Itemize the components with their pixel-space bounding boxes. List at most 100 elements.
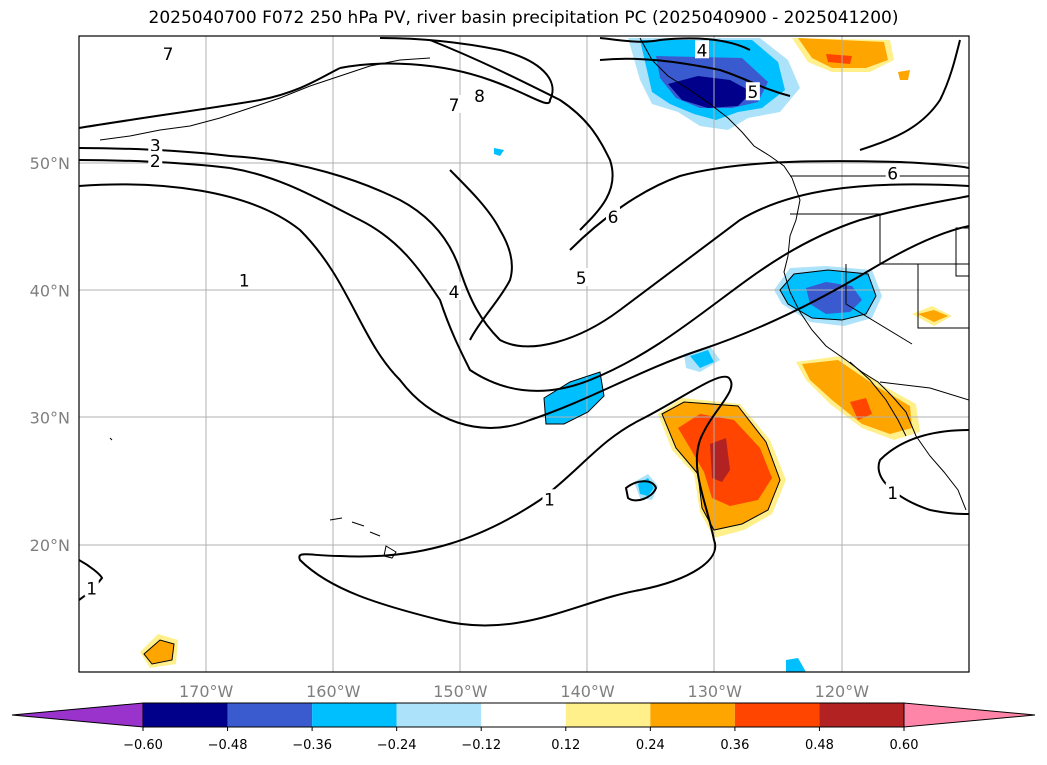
contour-label: 6 — [887, 165, 898, 185]
contour-label-halo — [447, 94, 462, 113]
colorbar-tick-label: 0.36 — [720, 738, 749, 753]
colorbar-tick-label: 0.60 — [890, 738, 919, 753]
contour-label-halo — [84, 578, 99, 597]
lon-tick-label: 130°W — [688, 682, 743, 701]
contour-label: 6 — [608, 208, 619, 228]
contour-label: 2 — [150, 152, 161, 172]
colorbar: −0.60 −0.48 −0.36 −0.24 −0.12 0.12 0.24 0.36 0.4… — [11, 702, 1036, 753]
colorbar-segment — [734, 703, 820, 727]
colorbar-tick-label: −0.60 — [123, 738, 163, 753]
contour-label: 4 — [449, 283, 460, 303]
contour-label: 3 — [150, 137, 161, 157]
contour-5-north — [599, 57, 791, 97]
contour-label: 8 — [474, 87, 485, 107]
shade-blue-small1b — [690, 350, 714, 368]
colorbar-tick-label: −0.36 — [292, 738, 332, 753]
colorbar-tick-label: −0.24 — [377, 738, 417, 753]
gridlines — [79, 36, 969, 672]
lat-tick-label: 30°N — [30, 409, 70, 428]
coastlines — [99, 37, 969, 665]
lon-tick-label: 160°W — [306, 682, 361, 701]
contour-label: 7 — [449, 96, 460, 116]
colorbar-extend-min — [11, 702, 144, 728]
contour-6 — [569, 160, 969, 251]
shade-blue-tiny — [494, 148, 504, 156]
contour-1-small — [624, 480, 658, 502]
contour-4-north — [599, 37, 751, 51]
shade-baja-orange — [802, 360, 912, 434]
contour-7-west — [79, 67, 341, 129]
contour-label-halo — [885, 163, 900, 182]
contour-1-main — [79, 183, 969, 429]
aleutians — [99, 57, 431, 141]
contour-1-east — [877, 429, 969, 515]
contour-label-halo — [161, 44, 175, 63]
shade-outline-1 — [543, 371, 605, 425]
shade-outline-4 — [143, 639, 175, 665]
colorbar-tick-label: −0.12 — [461, 738, 501, 753]
lon-tick-label: 170°W — [179, 682, 234, 701]
lon-tick-label: 150°W — [433, 682, 488, 701]
contour-label: 5 — [747, 83, 758, 103]
latitude-labels: 20°N 30°N 40°N 50°N — [30, 154, 70, 555]
us-mexico-border — [879, 381, 969, 401]
contour-label: 1 — [239, 271, 250, 291]
contour-label-halo — [606, 206, 620, 225]
contour-1-south — [298, 375, 733, 627]
small-island — [109, 437, 113, 441]
shade-hawaii-dark — [710, 438, 730, 482]
lat-tick-label: 50°N — [30, 154, 70, 173]
contour-4-b — [449, 169, 513, 341]
precip-shading — [140, 38, 952, 672]
contour-5 — [229, 155, 969, 348]
colorbar-tick-label: 0.24 — [636, 738, 665, 753]
lon-tick-label: 120°W — [815, 682, 870, 701]
colorbar-segment — [396, 703, 482, 727]
state-border-2 — [845, 264, 913, 345]
contour-label: 1 — [86, 579, 97, 599]
shade-sw-orange — [144, 640, 174, 664]
contour-label: 1 — [887, 484, 898, 504]
contour-label: 5 — [576, 269, 587, 289]
contour-label-halo — [148, 150, 163, 169]
contour-8 — [339, 37, 554, 105]
longitude-labels: 170°W 160°W 150°W 140°W 130°W 120°W — [179, 682, 869, 701]
colorbar-segment — [481, 703, 566, 727]
state-border-3 — [917, 264, 969, 329]
shade-blue-bottom — [786, 658, 806, 672]
shade-baja-red — [850, 398, 872, 420]
alaska-coast — [639, 37, 793, 179]
contour-label: 7 — [163, 45, 174, 65]
colorbar-segment — [143, 703, 228, 727]
colorbar-segment — [565, 703, 651, 727]
contour-label-halo — [745, 82, 760, 101]
shade-gulf-alaska-dark — [668, 76, 752, 108]
shade-top-orange — [798, 38, 888, 68]
colorbar-segment — [312, 703, 397, 727]
shade-outline-2 — [661, 401, 781, 531]
colorbar-tick-label: 0.48 — [805, 738, 834, 753]
contour-label-halo — [885, 482, 900, 501]
shade-utah-orange — [918, 310, 948, 322]
contour-label-halo — [148, 135, 163, 154]
contour-label-halo — [237, 270, 252, 289]
state-border-1 — [790, 213, 969, 265]
contour-label-halo — [472, 86, 487, 105]
contour-4 — [229, 167, 969, 392]
contour-7-east — [429, 39, 614, 231]
colorbar-extend-max — [903, 702, 1036, 728]
lat-tick-label: 40°N — [30, 281, 70, 300]
shade-top-small — [898, 70, 910, 80]
contour-label: 4 — [697, 41, 708, 61]
contour-label: 1 — [544, 490, 555, 510]
contour-6-east — [859, 39, 961, 151]
colorbar-segment — [650, 703, 735, 727]
lat-tick-label: 20°N — [30, 536, 70, 555]
colorbar-segment — [819, 703, 904, 727]
baja — [849, 361, 907, 437]
colorbar-tick-label: −0.48 — [208, 738, 248, 753]
map-title: 2025040700 F072 250 hPa PV, river basin … — [148, 8, 899, 28]
contour-label-halo — [695, 40, 709, 59]
